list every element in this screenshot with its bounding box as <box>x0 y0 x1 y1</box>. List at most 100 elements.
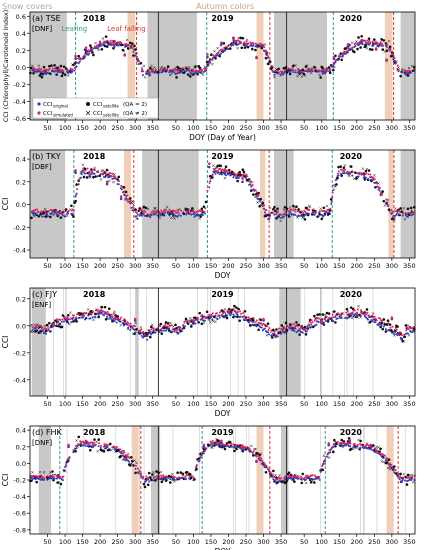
original-point <box>219 52 222 55</box>
satellite-point-qa2 <box>304 333 308 336</box>
satellite-point-qa2 <box>322 206 326 210</box>
simulated-point <box>403 333 406 336</box>
simulated-point <box>80 442 83 445</box>
satellite-point-qa2 <box>287 471 291 474</box>
original-point <box>252 44 255 47</box>
simulated-point <box>354 42 357 45</box>
simulated-point <box>369 173 372 176</box>
original-point <box>72 451 75 454</box>
simulated-point <box>224 311 227 314</box>
x-tick-label: 250 <box>240 124 252 132</box>
original-point <box>205 69 208 72</box>
simulated-point <box>249 317 252 320</box>
simulated-point <box>212 167 215 170</box>
satellite-point-other <box>188 316 192 320</box>
x-tick-label: 50 <box>300 538 308 546</box>
satellite-point-other <box>410 64 414 68</box>
satellite-point-qa2 <box>122 186 126 189</box>
satellite-point-qa2 <box>119 454 123 458</box>
original-point <box>176 215 179 218</box>
simulated-point <box>243 172 246 175</box>
x-tick-label: 50 <box>43 400 51 408</box>
original-point <box>325 69 328 72</box>
simulated-point <box>113 175 116 178</box>
x-tick-label: 200 <box>94 124 106 132</box>
satellite-point-other <box>274 473 277 477</box>
simulated-point <box>184 475 187 478</box>
satellite-point-qa2 <box>237 307 240 311</box>
satellite-point-qa2 <box>175 76 178 79</box>
satellite-point-other <box>152 470 155 474</box>
simulated-point <box>72 209 75 212</box>
original-point <box>210 315 213 318</box>
simulated-point <box>336 172 339 175</box>
simulated-point <box>211 312 214 315</box>
forest-type-label: [DBF] <box>32 163 52 171</box>
y-tick-label: 0.6 <box>16 13 26 21</box>
original-point <box>277 216 280 219</box>
simulated-point <box>134 464 137 467</box>
satellite-point-qa2 <box>235 306 238 309</box>
original-point <box>207 64 210 67</box>
original-point <box>230 313 233 316</box>
simulated-point <box>209 177 212 180</box>
x-tick-label: 50 <box>300 262 308 270</box>
original-point <box>282 72 285 75</box>
simulated-point <box>149 70 152 73</box>
satellite-point-other <box>278 473 282 477</box>
simulated-point <box>277 476 280 479</box>
original-point <box>406 332 409 335</box>
simulated-point <box>326 67 329 70</box>
y-tick-label: 0.4 <box>16 156 26 164</box>
original-point <box>364 446 367 449</box>
satellite-point-qa2 <box>97 315 101 319</box>
x-tick-label: 350 <box>275 538 287 546</box>
satellite-point-other <box>67 322 71 326</box>
simulated-point <box>140 472 143 475</box>
satellite-point-other <box>93 166 96 170</box>
original-point <box>216 318 219 321</box>
simulated-point <box>210 313 213 316</box>
satellite-point-qa2 <box>176 471 179 475</box>
simulated-point <box>81 314 84 317</box>
x-tick-label: 350 <box>275 262 287 270</box>
y-tick-label: 0.2 <box>16 47 26 55</box>
original-point <box>46 213 49 216</box>
satellite-point-qa2 <box>359 46 362 49</box>
simulated-anchor-point <box>123 457 126 460</box>
simulated-point <box>389 326 392 329</box>
original-point <box>322 321 325 324</box>
original-point <box>294 213 297 216</box>
satellite-point-qa2 <box>222 41 226 45</box>
simulated-anchor-point <box>74 54 77 58</box>
simulated-point <box>154 68 157 71</box>
simulated-point <box>321 465 324 468</box>
original-point <box>293 330 296 333</box>
snow-band <box>30 150 66 258</box>
simulated-point <box>311 67 314 70</box>
y-axis-title: CCI (Chlorophyll/Carotenoid Index) <box>2 10 10 123</box>
satellite-point-qa2 <box>223 447 227 451</box>
top-phenophase-labels: Snow covers Autumn colors <box>2 2 254 11</box>
simulated-point <box>217 314 220 317</box>
satellite-point-qa2 <box>74 199 77 203</box>
original-point <box>39 331 42 334</box>
original-point <box>134 467 137 470</box>
satellite-point-qa2 <box>339 165 342 168</box>
original-point <box>239 315 242 318</box>
x-tick-label: 300 <box>129 262 141 270</box>
satellite-point-other <box>107 179 111 183</box>
satellite-point-other <box>142 64 146 68</box>
simulated-point <box>59 318 62 321</box>
original-point <box>134 54 137 57</box>
satellite-point-qa2 <box>399 207 402 210</box>
original-anchor-point <box>207 165 211 169</box>
simulated-point <box>391 52 394 55</box>
satellite-point-other <box>153 66 156 69</box>
simulated-point <box>150 211 153 214</box>
original-point <box>50 477 53 480</box>
satellite-point-other <box>393 207 397 211</box>
simulated-point <box>212 54 215 57</box>
satellite-point-qa2 <box>387 208 391 211</box>
y-tick-label: -0.4 <box>13 98 26 106</box>
